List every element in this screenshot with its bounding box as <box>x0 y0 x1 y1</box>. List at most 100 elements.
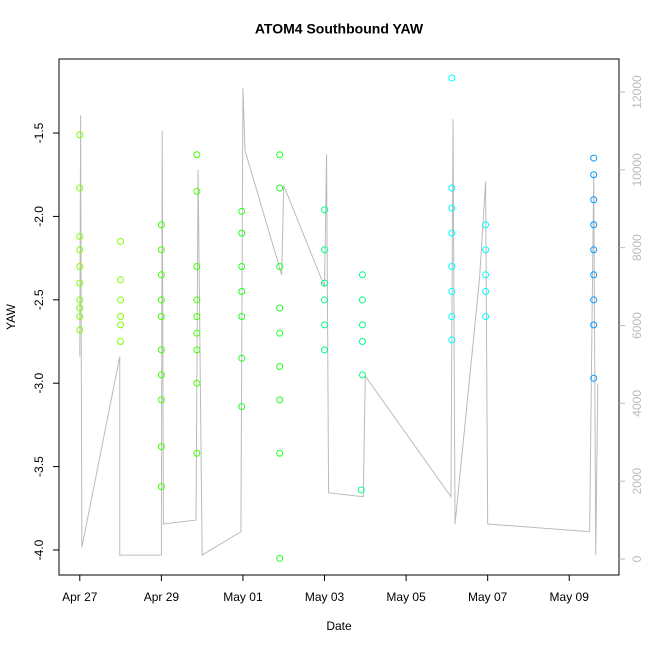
point <box>193 449 201 457</box>
point <box>193 187 201 195</box>
point <box>482 312 490 320</box>
point <box>448 312 456 320</box>
point <box>117 296 125 304</box>
point <box>238 312 246 320</box>
point <box>76 184 84 192</box>
y-tick-label: -3.5 <box>32 456 46 477</box>
point <box>590 196 598 204</box>
point <box>157 221 165 229</box>
point <box>321 279 329 287</box>
point <box>321 321 329 329</box>
point <box>482 246 490 254</box>
point <box>238 262 246 270</box>
point <box>193 329 201 337</box>
y-tick-label: -3.0 <box>32 373 46 394</box>
point <box>590 171 598 179</box>
point <box>76 279 84 287</box>
point <box>590 321 598 329</box>
point <box>76 131 84 139</box>
x-axis-label: Date <box>326 619 352 633</box>
point <box>482 287 490 295</box>
point <box>117 276 125 284</box>
point <box>321 246 329 254</box>
point <box>590 271 598 279</box>
point <box>76 296 84 304</box>
point <box>590 154 598 162</box>
point <box>117 312 125 320</box>
point <box>448 262 456 270</box>
point <box>76 246 84 254</box>
point <box>193 262 201 270</box>
y2-tick-label: 4000 <box>630 390 644 417</box>
point <box>276 151 284 159</box>
line <box>79 88 599 556</box>
y2-tick-label: 10000 <box>630 153 644 187</box>
point <box>76 262 84 270</box>
y2-tick-label: 12000 <box>630 75 644 109</box>
point <box>76 304 84 312</box>
point <box>358 271 366 279</box>
point <box>76 232 84 240</box>
point <box>276 329 284 337</box>
point <box>276 262 284 270</box>
point <box>590 221 598 229</box>
point <box>590 296 598 304</box>
point <box>157 312 165 320</box>
point <box>157 371 165 379</box>
x-tick-label: May 01 <box>223 590 263 604</box>
y2-tick-label: 6000 <box>630 312 644 339</box>
y2-tick-label: 0 <box>630 555 644 562</box>
plot-frame <box>58 58 620 576</box>
x-tick-label: May 03 <box>305 590 345 604</box>
point <box>321 346 329 354</box>
x-tick-label: May 09 <box>550 590 590 604</box>
point <box>448 184 456 192</box>
point <box>117 321 125 329</box>
point <box>238 287 246 295</box>
point <box>157 346 165 354</box>
point <box>157 246 165 254</box>
point <box>590 246 598 254</box>
x-tick-label: Apr 27 <box>62 590 98 604</box>
chart-title: ATOM4 Southbound YAW <box>255 21 424 37</box>
point <box>193 151 201 159</box>
point <box>157 483 165 491</box>
point <box>193 312 201 320</box>
point <box>590 374 598 382</box>
y-tick-label: -2.5 <box>32 289 46 310</box>
y-tick-label: -4.0 <box>32 539 46 560</box>
point <box>276 554 284 562</box>
point <box>448 74 456 82</box>
y2-tick-label: 2000 <box>630 468 644 495</box>
point <box>358 371 366 379</box>
point <box>482 221 490 229</box>
point <box>276 396 284 404</box>
y2-tick-label: 8000 <box>630 234 644 261</box>
point <box>238 207 246 215</box>
point <box>276 184 284 192</box>
x-tick-label: May 05 <box>386 590 426 604</box>
point <box>193 346 201 354</box>
y-tick-label: -2.0 <box>32 206 46 227</box>
point <box>358 296 366 304</box>
point <box>157 271 165 279</box>
point <box>276 363 284 371</box>
point <box>193 296 201 304</box>
point <box>448 287 456 295</box>
x-tick-label: May 07 <box>468 590 508 604</box>
point <box>482 271 490 279</box>
point <box>276 449 284 457</box>
point <box>193 379 201 387</box>
point <box>448 229 456 237</box>
point <box>238 403 246 411</box>
point <box>358 321 366 329</box>
point <box>117 237 125 245</box>
point <box>321 206 329 214</box>
point <box>357 486 365 494</box>
point <box>117 338 125 346</box>
y-tick-label: -1.5 <box>32 122 46 143</box>
point <box>157 296 165 304</box>
x-tick-label: Apr 29 <box>144 590 180 604</box>
point <box>238 229 246 237</box>
